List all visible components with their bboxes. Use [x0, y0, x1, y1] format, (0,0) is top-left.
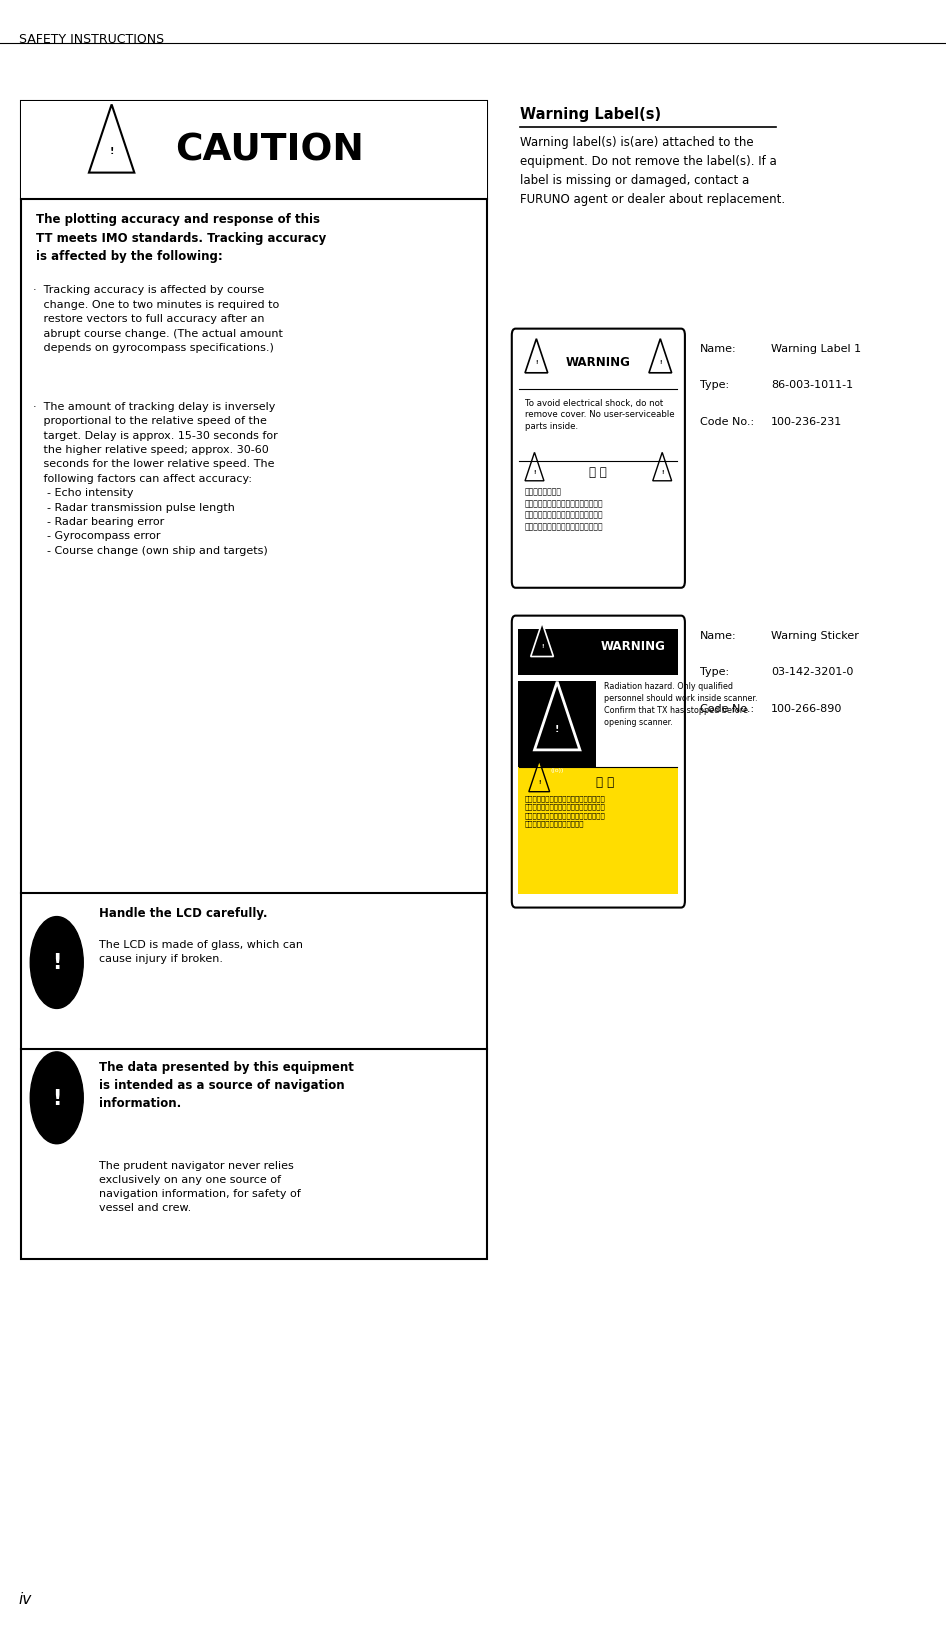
Text: Warning Label(s): Warning Label(s): [520, 107, 661, 121]
FancyBboxPatch shape: [21, 102, 487, 1259]
Polygon shape: [89, 105, 134, 174]
Text: The prudent navigator never relies
exclusively on any one source of
navigation i: The prudent navigator never relies exclu…: [99, 1160, 301, 1213]
Text: To avoid electrical shock, do not
remove cover. No user-serviceable
parts inside: To avoid electrical shock, do not remove…: [525, 398, 674, 431]
Circle shape: [30, 918, 83, 1008]
Polygon shape: [529, 760, 550, 792]
Text: ((o)): ((o)): [551, 767, 564, 774]
Text: 警 告: 警 告: [589, 465, 607, 479]
Text: ·  The amount of tracking delay is inversely
   proportional to the relative spe: · The amount of tracking delay is invers…: [33, 402, 278, 556]
Polygon shape: [649, 339, 672, 374]
Text: !: !: [555, 724, 559, 733]
Text: 人体に悪影響を与える恐れがありますので
サービスマン以外は開けないでください。
サービスマンは送信が止まっていることを
確認してから開けてください。: 人体に悪影響を与える恐れがありますので サービスマン以外は開けないでください。 …: [525, 795, 605, 826]
Polygon shape: [653, 452, 672, 482]
Polygon shape: [525, 339, 548, 374]
Text: iv: iv: [19, 1591, 32, 1606]
Text: The LCD is made of glass, which can
cause injury if broken.: The LCD is made of glass, which can caus…: [99, 939, 304, 964]
Text: !: !: [52, 1088, 61, 1108]
Text: Type:: Type:: [700, 380, 729, 390]
Text: !: !: [52, 952, 61, 974]
Text: ·  Tracking accuracy is affected by course
   change. One to two minutes is requ: · Tracking accuracy is affected by cours…: [33, 285, 283, 352]
Text: WARNING: WARNING: [601, 639, 666, 652]
Text: 86-003-1011-1: 86-003-1011-1: [771, 380, 853, 390]
Text: !: !: [659, 361, 661, 365]
Text: !: !: [110, 148, 114, 156]
Text: WARNING: WARNING: [566, 356, 631, 369]
Circle shape: [30, 1052, 83, 1144]
Text: Warning Label 1: Warning Label 1: [771, 344, 861, 354]
Text: Radiation hazard. Only qualified
personnel should work inside scanner.
Confirm t: Radiation hazard. Only qualified personn…: [604, 682, 757, 726]
Text: 危 険: 危 険: [596, 775, 615, 788]
FancyBboxPatch shape: [518, 682, 596, 895]
Text: !: !: [541, 644, 543, 649]
Text: Warning label(s) is(are) attached to the
equipment. Do not remove the label(s). : Warning label(s) is(are) attached to the…: [520, 136, 785, 207]
Text: 03-142-3201-0: 03-142-3201-0: [771, 667, 853, 677]
FancyBboxPatch shape: [512, 616, 685, 908]
Text: CAUTION: CAUTION: [175, 133, 364, 169]
Text: !: !: [534, 470, 535, 475]
Text: !: !: [535, 361, 537, 365]
Text: Name:: Name:: [700, 631, 737, 641]
Text: The plotting accuracy and response of this
TT meets IMO standards. Tracking accu: The plotting accuracy and response of th…: [36, 213, 326, 262]
Text: The data presented by this equipment
is intended as a source of navigation
infor: The data presented by this equipment is …: [99, 1060, 354, 1110]
Polygon shape: [534, 682, 580, 751]
Text: Type:: Type:: [700, 667, 729, 677]
Text: 100-266-890: 100-266-890: [771, 703, 842, 713]
Text: Code No.:: Code No.:: [700, 416, 754, 426]
Text: !: !: [538, 780, 540, 785]
Polygon shape: [525, 452, 544, 482]
FancyBboxPatch shape: [21, 102, 487, 200]
Text: Handle the LCD carefully.: Handle the LCD carefully.: [99, 906, 268, 919]
Polygon shape: [531, 623, 553, 657]
Text: !: !: [661, 470, 663, 475]
FancyBboxPatch shape: [518, 629, 678, 675]
Text: Name:: Name:: [700, 344, 737, 354]
Text: SAFETY INSTRUCTIONS: SAFETY INSTRUCTIONS: [19, 33, 164, 46]
FancyBboxPatch shape: [518, 767, 678, 895]
Text: Code No.:: Code No.:: [700, 703, 754, 713]
FancyBboxPatch shape: [512, 329, 685, 588]
Text: 100-236-231: 100-236-231: [771, 416, 842, 426]
Text: Warning Sticker: Warning Sticker: [771, 631, 859, 641]
Text: 感電の恐れあり。
サービスマン以外の方はカバーを開け
ないで下さい。内部には高電圧部分が
数多くあり、万一さわると危険です。: 感電の恐れあり。 サービスマン以外の方はカバーを開け ないで下さい。内部には高電…: [525, 487, 604, 531]
